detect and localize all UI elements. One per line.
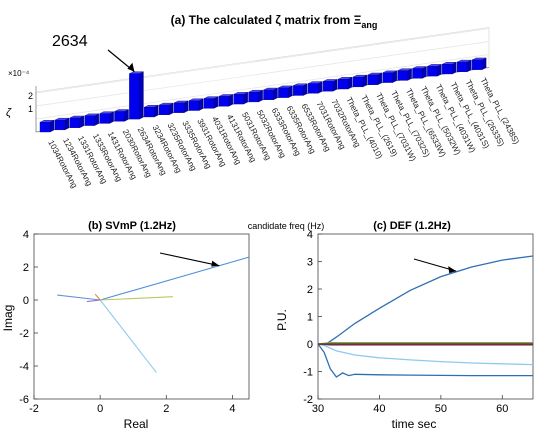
panel-a-bar xyxy=(203,98,215,109)
panel-b-xlabel: Real xyxy=(124,417,149,431)
panel-c-ytick-label: 0 xyxy=(307,339,313,351)
panel-c-series-line xyxy=(317,255,534,347)
panel-a-plot: 1034RotorAng1234RotorAng1331RotorAng1333… xyxy=(35,27,521,190)
panel-a-exponent: ×10⁻⁴ xyxy=(8,69,30,78)
panel-a-ztick-2: 2 xyxy=(28,91,33,101)
panel-a-gridline xyxy=(35,41,490,107)
panel-a-bar xyxy=(457,61,468,72)
panel-b-series-line xyxy=(99,299,157,373)
panel-b-ytick-label: 0 xyxy=(23,295,29,307)
panel-a-gridline xyxy=(35,54,490,120)
panel-c-ytick-label: 4 xyxy=(307,229,313,241)
panel-a-title-sub: ang xyxy=(361,20,377,30)
panel-b-ytick-label: -6 xyxy=(19,394,29,406)
panel-a-bar xyxy=(397,70,408,81)
panel-c-xtick-label: 50 xyxy=(435,403,447,415)
panel-a-bar xyxy=(218,96,230,107)
panel-c-ytick-label: 2 xyxy=(307,284,313,296)
panel-c-plot: 30 40 50 60 -2 -1 0 1 2 3 4 xyxy=(303,229,534,415)
panel-c-xtick-label: 40 xyxy=(373,403,385,415)
panel-b-axes-box xyxy=(33,233,250,400)
panel-b-series-line xyxy=(100,256,250,301)
panel-c-series-line xyxy=(317,343,533,378)
panel-b-series-line xyxy=(100,296,173,301)
panel-a-bar xyxy=(293,85,304,96)
panel-a-bar xyxy=(84,115,95,126)
panel-c-ytick-label: 1 xyxy=(307,312,313,324)
panel-a-bar xyxy=(129,73,140,120)
panel-c-series-line xyxy=(317,343,534,366)
panel-c-ylabel: P.U. xyxy=(275,309,289,331)
panel-b-plot: -2 0 2 4 -6 -4 -2 0 2 4 xyxy=(19,229,250,415)
panel-c-axes-box xyxy=(317,233,534,400)
panel-c-xlabel: time sec xyxy=(392,417,437,431)
panel-a-title: (a) The calculated ζ matrix from Ξang xyxy=(171,13,378,30)
panel-b-ytick-label: 2 xyxy=(23,262,29,274)
panel-a-annotation: 2634 xyxy=(52,33,88,50)
panel-c-ytick-label: -1 xyxy=(303,367,313,379)
panel-a-bar xyxy=(233,94,244,105)
panel-b-series-line xyxy=(94,293,101,301)
panel-c-xtick-label: 60 xyxy=(496,403,508,415)
panel-b-arrowhead xyxy=(211,260,220,267)
panel-b-xtick-label: 4 xyxy=(229,403,235,415)
panel-a-bar-side xyxy=(139,71,144,120)
panel-a-gridline xyxy=(35,28,490,94)
panel-a-bar xyxy=(144,107,155,118)
panel-a-arrowhead xyxy=(127,62,135,72)
panel-a-bar xyxy=(158,104,170,115)
panel-a-bar xyxy=(278,87,289,98)
panel-a-bar xyxy=(114,111,125,122)
panel-b-series-line xyxy=(86,299,101,303)
panel-a-bar xyxy=(54,119,66,131)
panel-b-ylabel: Imag xyxy=(1,305,15,332)
panel-a-bar xyxy=(367,74,378,85)
panel-a-bar xyxy=(382,72,393,83)
panel-a-bar xyxy=(69,117,81,128)
panel-a-bar xyxy=(352,76,364,88)
panel-a-bar xyxy=(173,102,185,113)
panel-a-title-main: (a) The calculated ζ matrix from Ξ xyxy=(171,13,362,27)
panel-c-ytick-label: -2 xyxy=(303,394,313,406)
panel-a-bar xyxy=(248,91,259,103)
panel-c-title: (c) DEF (1.2Hz) xyxy=(373,220,451,232)
panel-a-bar xyxy=(308,83,319,94)
panel-a-bar xyxy=(99,113,110,124)
panel-c-arrowhead xyxy=(448,266,457,274)
panel-b-xtick-label: 2 xyxy=(163,403,169,415)
panel-a-bar xyxy=(337,79,349,90)
panel-b-ytick-label: 4 xyxy=(23,229,29,241)
panel-a-ztick-1: 1 xyxy=(28,104,33,114)
panel-c-xtick-label: 30 xyxy=(312,403,324,415)
panel-b-title: (b) SVmP (1.2Hz) xyxy=(88,220,176,232)
panel-b-xtick-label: 0 xyxy=(97,403,103,415)
panel-c-ytick-label: 3 xyxy=(307,257,313,269)
panel-a-bar xyxy=(322,81,334,92)
panel-a-bar xyxy=(39,122,51,133)
panel-b-legend-text: candidate freq (Hz) xyxy=(248,221,325,231)
panel-a-bar xyxy=(412,68,423,79)
panel-a-zlabel: ζ xyxy=(6,107,12,119)
panel-b-ytick-label: -2 xyxy=(19,328,29,340)
panel-b-annotation-arrow xyxy=(159,252,220,267)
panel-a-bar xyxy=(471,59,483,70)
panel-a-bar xyxy=(427,66,438,77)
panel-a-bar xyxy=(188,100,200,111)
panel-b-ytick-label: -4 xyxy=(19,361,29,373)
panel-a-bar xyxy=(263,89,274,100)
panel-b-xtick-label: -2 xyxy=(29,403,39,415)
panel-b-series-line xyxy=(57,294,101,301)
panel-a-bar xyxy=(442,64,453,75)
